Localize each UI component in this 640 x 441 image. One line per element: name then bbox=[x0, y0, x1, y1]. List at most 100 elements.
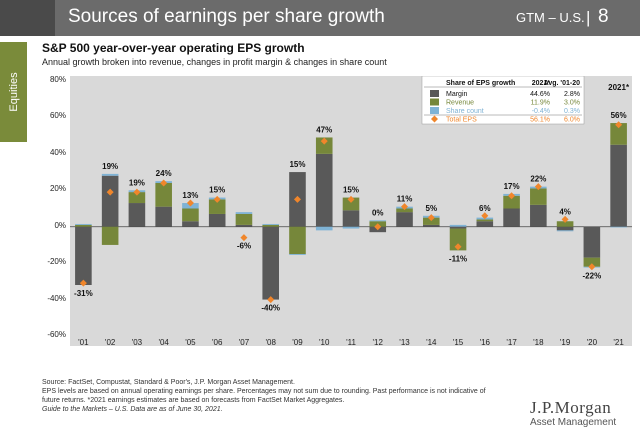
total-eps-marker bbox=[106, 188, 114, 196]
x-tick-label: '05 bbox=[185, 338, 196, 346]
total-eps-marker bbox=[401, 203, 409, 211]
data-label: 22% bbox=[530, 175, 546, 184]
y-tick-label: -40% bbox=[47, 293, 66, 303]
legend-swatch bbox=[430, 98, 439, 106]
x-tick-label: '07 bbox=[239, 338, 250, 346]
bar-share-count bbox=[289, 254, 306, 255]
data-label: 15% bbox=[289, 160, 305, 169]
legend-row-avg: 2.8% bbox=[564, 91, 580, 98]
bar-margin bbox=[182, 221, 199, 227]
x-tick-label: '14 bbox=[426, 338, 437, 346]
legend-header-2021: 2021* bbox=[532, 80, 551, 87]
side-tab-equities[interactable]: Equities bbox=[0, 42, 27, 142]
x-tick-label: '04 bbox=[158, 338, 169, 346]
bar-margin bbox=[476, 221, 494, 227]
total-eps-marker bbox=[186, 199, 194, 207]
x-tick-label: '15 bbox=[453, 338, 464, 346]
bar-share-count bbox=[449, 224, 467, 227]
bar-margin bbox=[101, 175, 119, 227]
total-eps-marker bbox=[615, 121, 623, 129]
bar-share-count bbox=[101, 173, 119, 176]
header-divider: | bbox=[586, 8, 591, 27]
bar-revenue bbox=[342, 197, 360, 211]
x-tick-label: '19 bbox=[560, 338, 571, 346]
bar-revenue bbox=[422, 217, 440, 225]
x-tick-label: '20 bbox=[587, 338, 598, 346]
legend-row-label: Total EPS bbox=[446, 117, 477, 124]
highlight-label: 2021* bbox=[608, 83, 630, 92]
legend-header-avg: Avg. '01-20 bbox=[544, 80, 581, 87]
legend-row-2021: 56.1% bbox=[530, 117, 550, 124]
data-label: 19% bbox=[102, 162, 118, 171]
x-tick-label: '03 bbox=[132, 338, 143, 346]
footer-notes: Source: FactSet, Compustat, Standard & P… bbox=[42, 378, 512, 414]
bar-margin bbox=[155, 206, 172, 227]
y-tick-label: -20% bbox=[47, 257, 66, 267]
bar-revenue bbox=[128, 192, 146, 204]
data-label: 47% bbox=[316, 125, 332, 134]
y-tick-label: 20% bbox=[49, 184, 66, 194]
bar-revenue bbox=[182, 208, 199, 222]
bar-margin bbox=[503, 208, 520, 227]
legend-row-label: Margin bbox=[446, 91, 468, 98]
bar-margin bbox=[315, 153, 333, 227]
bar-margin bbox=[610, 144, 627, 227]
bar-revenue bbox=[556, 221, 574, 227]
bar-revenue bbox=[289, 226, 306, 255]
legend-header-label: Share of EPS growth bbox=[446, 80, 515, 87]
total-eps-marker bbox=[293, 195, 301, 203]
footer-guide: Guide to the Markets – U.S. Data are as … bbox=[42, 406, 223, 414]
x-tick-label: '01 bbox=[78, 338, 89, 346]
footer-note-2: future returns. *2021 earnings estimates… bbox=[42, 397, 345, 405]
eps-growth-chart: -31% '01 19% '02 19% '03 24% '04 13% '05 15% '06 -6%… bbox=[70, 75, 632, 347]
bar-revenue bbox=[262, 224, 280, 227]
x-tick-label: '12 bbox=[373, 338, 384, 346]
logo-sub-text: Asset Management bbox=[530, 417, 617, 428]
bar-margin bbox=[235, 224, 253, 227]
footer-note-1: EPS levels are based on annual operating… bbox=[42, 388, 486, 396]
bar-share-count bbox=[556, 230, 574, 232]
total-eps-marker bbox=[374, 223, 382, 231]
bar-revenue bbox=[155, 183, 172, 207]
data-label: -22% bbox=[583, 272, 602, 281]
bar-revenue bbox=[396, 208, 413, 213]
total-eps-marker bbox=[133, 188, 141, 196]
page-number: 8 bbox=[598, 6, 609, 27]
bar-margin bbox=[396, 212, 413, 227]
total-eps-marker bbox=[347, 195, 355, 203]
x-tick-label: '09 bbox=[292, 338, 303, 346]
x-tick-label: '08 bbox=[265, 338, 276, 346]
total-eps-marker bbox=[160, 179, 168, 187]
chart-title: S&P 500 year-over-year operating EPS gro… bbox=[42, 41, 305, 55]
x-tick-label: '11 bbox=[346, 338, 356, 346]
bar-margin bbox=[208, 213, 226, 227]
legend-row-2021: 44.6% bbox=[530, 91, 550, 98]
bar-revenue bbox=[208, 199, 226, 214]
total-eps-marker bbox=[508, 192, 516, 200]
header-accent bbox=[0, 0, 55, 36]
data-label: 5% bbox=[426, 204, 438, 213]
total-eps-marker bbox=[454, 243, 462, 251]
total-eps-marker bbox=[561, 215, 569, 223]
x-tick-label: '16 bbox=[480, 338, 491, 346]
total-eps-marker bbox=[213, 195, 221, 203]
bar-revenue bbox=[503, 195, 520, 209]
data-label: -11% bbox=[449, 254, 467, 263]
data-label: 4% bbox=[559, 207, 571, 216]
data-label: -6% bbox=[237, 242, 251, 251]
data-label: 19% bbox=[129, 178, 145, 187]
bar-revenue bbox=[583, 257, 601, 267]
total-eps-marker bbox=[79, 279, 87, 287]
side-tab-label: Equities bbox=[7, 72, 20, 112]
data-label: 0% bbox=[372, 208, 384, 217]
bar-margin bbox=[449, 226, 467, 229]
total-eps-marker bbox=[481, 212, 489, 220]
legend-box bbox=[421, 75, 585, 125]
bar-margin bbox=[556, 226, 574, 231]
bar-revenue bbox=[75, 224, 92, 227]
bar-share-count bbox=[75, 223, 92, 225]
data-label: 17% bbox=[504, 182, 520, 191]
y-tick-label: 80% bbox=[49, 75, 66, 84]
x-tick-label: '21 bbox=[613, 338, 624, 346]
data-label: 15% bbox=[343, 186, 359, 195]
